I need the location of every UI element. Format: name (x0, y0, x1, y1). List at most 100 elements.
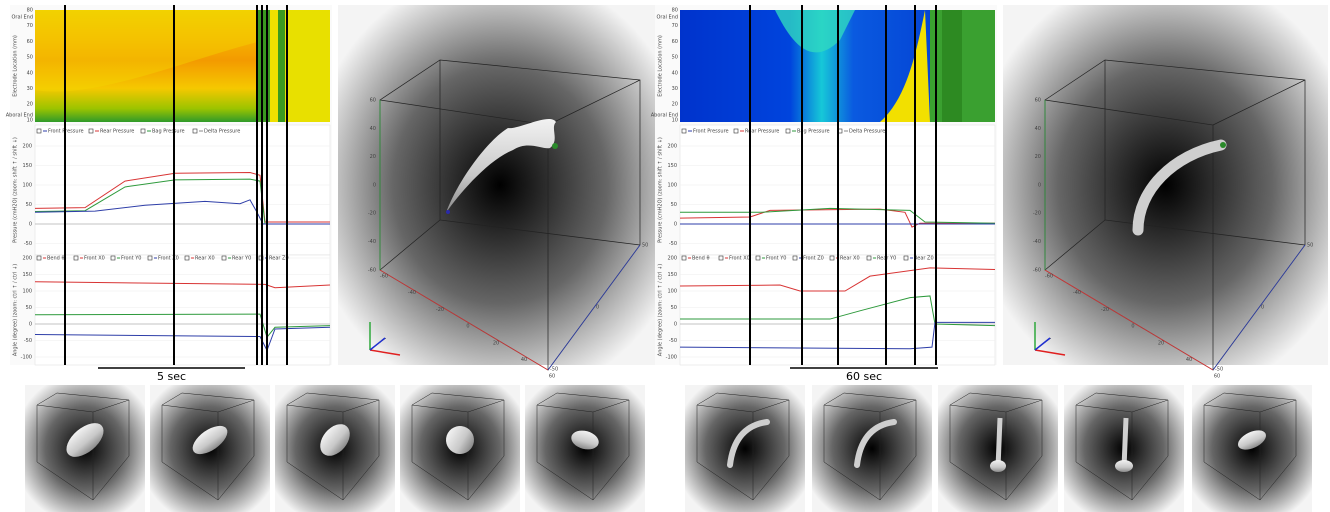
curve (34, 178, 330, 225)
y-tick-label: 0 (29, 222, 32, 228)
z-tick-label: -50 (1215, 367, 1223, 373)
legend-label: Rear Y0 (232, 256, 251, 262)
y-tick-label: 80 (672, 8, 678, 14)
gizmo-x (369, 349, 401, 356)
x-tick-label: -20 (436, 307, 444, 313)
scale-bar-label: 60 sec (846, 370, 882, 383)
z-tick-label: 50 (1307, 243, 1313, 249)
thumb-box (161, 392, 255, 501)
y-tick-label: 30 (672, 86, 678, 92)
legend-label: Front Pressure (693, 129, 729, 135)
y-tick-label: -50 (24, 338, 32, 344)
view-3d (338, 5, 662, 365)
legend-box (88, 128, 94, 134)
tip (1220, 142, 1226, 148)
z-tick-label: 50 (642, 243, 648, 249)
y-tick-label: -60 (368, 267, 376, 273)
plot-area (34, 124, 331, 256)
thumb-box (823, 392, 917, 501)
legend-label: Rear X0 (840, 256, 860, 262)
heatmap-band (35, 10, 265, 92)
legend-box (903, 255, 909, 261)
axis-x (1044, 269, 1214, 371)
balloon (446, 118, 556, 213)
legend-label: Rear Pressure (100, 129, 134, 135)
x-tick-label: -60 (1045, 274, 1053, 280)
legend-label: Delta Pressure (204, 129, 240, 135)
y-tick-label: 150 (22, 163, 32, 169)
legend-box (110, 255, 116, 261)
heatmap-top-label: Oral End (11, 15, 33, 21)
y-tick-label: 200 (22, 256, 32, 262)
y-tick-label: -50 (24, 241, 32, 247)
thumb-bulb (1115, 460, 1133, 472)
angle-y-label: Angle (degree) (zoom: ctrl ↑ / ctrl ↓) (658, 264, 664, 356)
legend-label: Front Y0 (121, 256, 141, 262)
legend-box (733, 128, 739, 134)
view-3d (1003, 5, 1328, 365)
thumb-balloon (66, 423, 104, 457)
legend-label: Front Z0 (158, 256, 179, 262)
heatmap-blob (775, 10, 855, 53)
y-tick-label: 50 (672, 55, 678, 61)
gizmo-z (1034, 337, 1051, 351)
legend-label: Front Y0 (766, 256, 786, 262)
y-tick-label: 10 (27, 117, 33, 123)
heatmap (270, 10, 278, 122)
curve (679, 321, 995, 350)
heatmap-wedge (880, 10, 930, 122)
thumb-balloon (571, 430, 599, 450)
thumb-box (1075, 392, 1169, 501)
y-tick-label: 40 (672, 70, 678, 76)
y-tick-label: 200 (667, 144, 677, 150)
x-tick-label: 0 (466, 324, 469, 330)
y-tick-label: 40 (27, 70, 33, 76)
gizmo-z (369, 337, 386, 351)
thumb-tube (1121, 417, 1129, 469)
y-tick-label: 150 (22, 272, 32, 278)
y-tick-label: 30 (27, 86, 33, 92)
legend-label: Delta Pressure (849, 129, 885, 135)
x-tick-label: 60 (1214, 374, 1220, 380)
y-tick-label: 100 (667, 183, 677, 189)
y-tick-label: 50 (26, 202, 32, 208)
y-tick-label: 70 (672, 23, 678, 29)
legend-label: Front X0 (729, 256, 750, 262)
thumbnail (685, 385, 805, 512)
thumb-balloon (1237, 430, 1267, 450)
legend-box (785, 128, 791, 134)
y-tick-label: -100 (21, 355, 32, 361)
x-tick-label: 40 (1186, 357, 1192, 363)
thumb-balloon (192, 425, 228, 455)
heatmap (942, 10, 962, 122)
y-tick-label: 80 (27, 8, 33, 14)
legend-label: Front X0 (84, 256, 105, 262)
y-tick-label: 150 (667, 272, 677, 278)
legend-label: Bag Pressure (152, 129, 185, 135)
tip (446, 210, 450, 214)
y-tick-label: 0 (373, 182, 376, 188)
gizmo-x (1034, 349, 1066, 356)
y-tick-label: 50 (671, 305, 677, 311)
x-tick-label: 20 (493, 340, 499, 346)
legend-box (184, 255, 190, 261)
angle-y-label: Angle (degree) (zoom: ctrl ↑ / ctrl ↓) (13, 264, 19, 356)
legend-box (718, 255, 724, 261)
y-tick-label: 70 (27, 23, 33, 29)
y-tick-label: 100 (22, 183, 32, 189)
y-tick-label: -20 (368, 211, 376, 217)
legend-box (792, 255, 798, 261)
thumb-tube (727, 419, 770, 468)
y-tick-label: -40 (1033, 239, 1041, 245)
y-tick-label: 60 (1035, 98, 1041, 104)
legend-label: Rear Pressure (745, 129, 779, 135)
thumb-box (411, 392, 505, 501)
y-tick-label: 200 (22, 144, 32, 150)
y-tick-label: 40 (370, 126, 376, 132)
legend-label: Bend θ (692, 256, 710, 262)
y-tick-label: 200 (667, 256, 677, 262)
y-tick-label: 100 (667, 289, 677, 295)
y-tick-label: -50 (669, 241, 677, 247)
x-tick-label: -60 (380, 274, 388, 280)
